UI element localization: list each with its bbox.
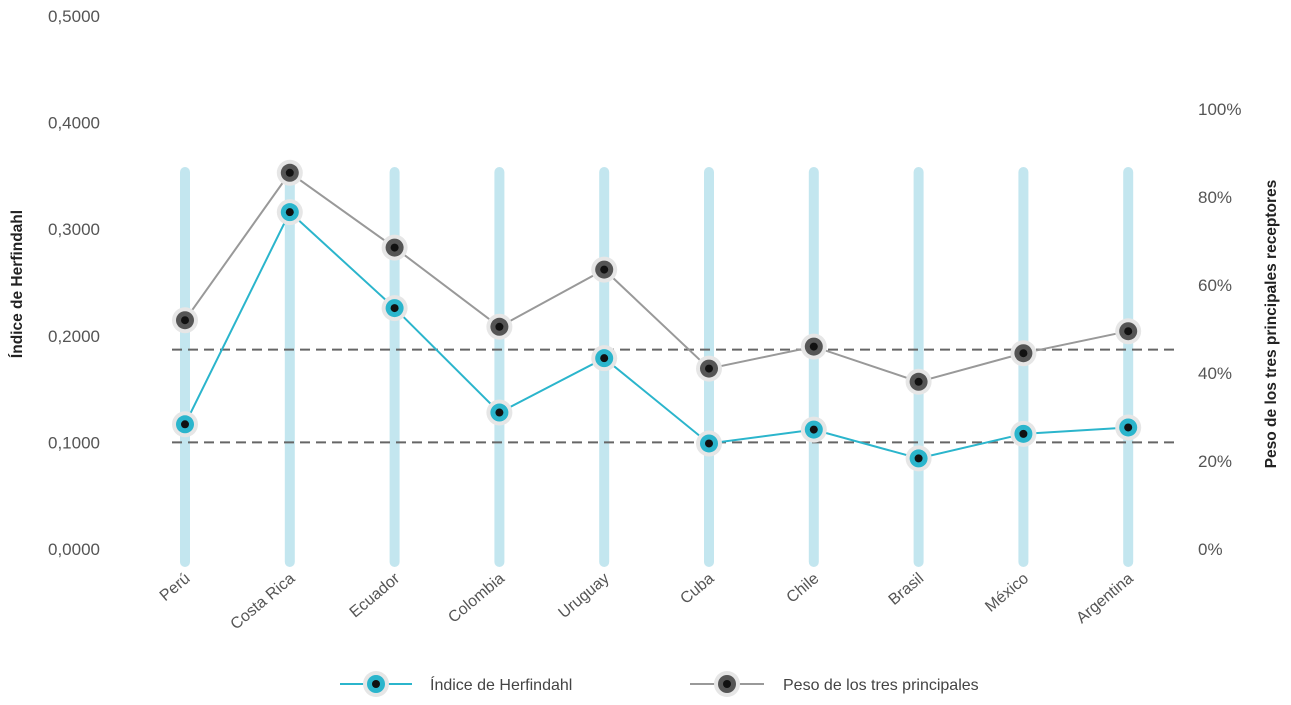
data-point [591,256,618,283]
data-point [172,307,198,334]
data-point [591,345,618,372]
series-line [184,210,1129,460]
data-point-center [285,168,294,177]
legend-marker-peso-dot [723,680,731,688]
data-point [381,295,408,322]
series-points [172,159,1142,472]
data-point-center [914,454,923,463]
category-label: México [982,570,1032,616]
right-axis-title: Peso de los tres principales receptores [1263,180,1280,469]
data-point [1115,414,1142,441]
data-point-center [809,425,818,434]
right-axis-tick-label: 80% [1198,188,1232,207]
category-label: Cuba [677,570,717,608]
axis-titles: Índice de Herfindahl Peso de los tres pr… [9,180,1280,469]
data-point-center [495,408,504,417]
left-y-axis: 0,0000 0,1000 0,2000 0,3000 0,4000 0,5000 [48,7,100,559]
left-axis-tick-label: 0,2000 [48,327,100,346]
x-axis-categories: Perú Costa Rica Ecuador Colombia Uruguay Cuba… [157,570,1137,634]
right-y-axis: 0% 20% 40% 60% 80% 100% [1198,100,1241,559]
legend-item-herfindahl: Índice de Herfindahl [340,671,572,697]
category-label: Ecuador [347,570,404,622]
data-point [696,430,722,457]
legend-label-peso: Peso de los tres principales [783,677,979,694]
right-axis-tick-label: 100% [1198,100,1241,119]
series-line [184,171,1129,383]
data-point-center [705,439,713,448]
data-point-center [809,342,818,351]
data-point [381,234,408,261]
data-point [486,313,513,340]
category-bars [180,167,1134,567]
right-axis-tick-label: 40% [1198,364,1232,383]
data-point-center [600,354,609,363]
data-point-center [914,377,923,386]
left-axis-tick-label: 0,5000 [48,7,100,26]
category-label: Colombia [445,570,508,627]
data-point-center [705,364,713,373]
data-point [1010,340,1037,367]
data-point [800,416,827,443]
legend-label-herfindahl: Índice de Herfindahl [430,675,572,694]
category-label: Costa Rica [228,570,299,633]
left-axis-tick-label: 0,0000 [48,540,100,559]
data-point [172,411,198,438]
right-axis-tick-label: 0% [1198,540,1223,559]
data-point [1115,318,1142,345]
data-point-center [390,243,399,252]
right-axis-tick-label: 60% [1198,276,1232,295]
left-axis-tick-label: 0,4000 [48,114,100,133]
legend-item-peso: Peso de los tres principales [690,671,979,697]
data-point [905,445,932,472]
category-label: Brasil [886,570,928,609]
data-point-center [1019,349,1028,358]
data-point-center [495,322,504,331]
category-label: Perú [157,570,194,605]
left-axis-title: Índice de Herfindahl [9,210,26,358]
data-point-center [600,265,609,274]
data-point-center [1124,423,1133,432]
data-point [696,355,722,382]
data-point-center [181,420,189,429]
data-point [800,333,827,360]
data-point-center [285,208,294,217]
data-point-center [181,316,189,325]
series-lines [184,171,1129,460]
legend: Índice de Herfindahl Peso de los tres pr… [340,671,979,697]
left-axis-tick-label: 0,3000 [48,220,100,239]
data-point-center [390,304,399,313]
category-label: Chile [784,570,823,607]
left-axis-tick-label: 0,1000 [48,433,100,452]
data-point [276,199,303,226]
data-point-center [1124,327,1133,336]
category-label: Argentina [1073,570,1136,627]
category-label: Uruguay [556,570,613,622]
legend-marker-herfindahl-dot [372,680,380,688]
data-point [486,399,513,426]
data-point-center [1019,429,1028,438]
data-point [1010,420,1037,447]
data-point [276,159,303,186]
data-point [905,368,932,395]
right-axis-tick-label: 20% [1198,452,1232,471]
